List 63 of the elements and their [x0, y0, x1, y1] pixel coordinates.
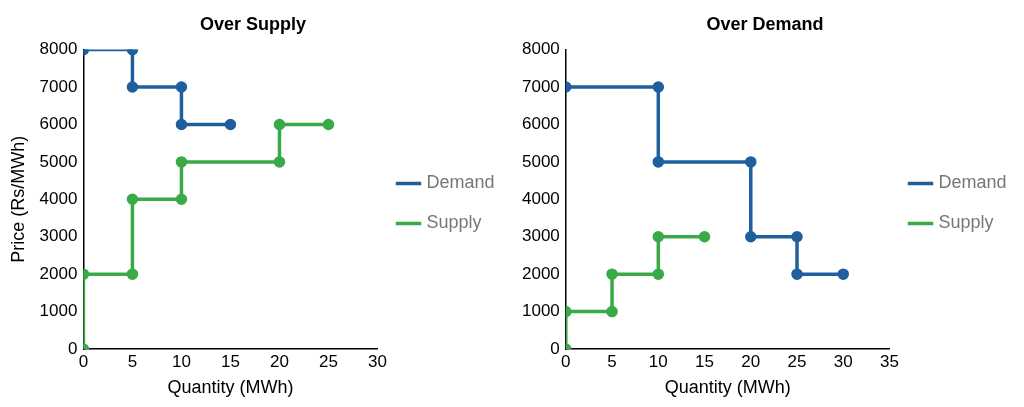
legend-label: Supply: [938, 212, 994, 233]
y-tick-label: 5000: [39, 151, 78, 171]
chart-title: Over Demand: [706, 13, 824, 34]
x-tick-label: 15: [695, 351, 714, 371]
y-tick-label: 3000: [39, 226, 78, 246]
x-tick-label: 5: [127, 351, 138, 371]
x-tick-label: 10: [171, 351, 191, 371]
x-tick-label: 20: [270, 351, 289, 371]
y-tick-label: 4000: [521, 188, 560, 208]
y-tick-label: 7000: [521, 76, 560, 96]
point: [652, 230, 665, 243]
point: [791, 230, 803, 243]
y-tick-label: 2000: [521, 263, 560, 283]
y-tick-label: 1000: [521, 301, 560, 321]
y-axis-title: Price (Rs/MWh): [7, 135, 28, 263]
y-tick-label: 6000: [39, 114, 78, 134]
y-tick-label: 6000: [521, 114, 560, 134]
point: [126, 193, 139, 206]
point: [837, 268, 850, 280]
point: [606, 268, 618, 280]
point: [652, 156, 665, 168]
point: [175, 193, 188, 206]
point: [175, 156, 188, 168]
point: [175, 118, 188, 131]
point: [791, 268, 803, 280]
x-tick-label: 10: [648, 351, 668, 371]
point: [273, 156, 286, 168]
x-tick-label: 15: [221, 351, 240, 371]
point: [126, 81, 139, 93]
y-tick-label: 5000: [521, 151, 560, 171]
x-tick-label: 25: [319, 351, 338, 371]
point: [698, 230, 711, 243]
point: [126, 268, 139, 280]
point: [273, 118, 286, 131]
x-axis-title: Quantity (MWh): [167, 377, 294, 398]
point: [745, 230, 757, 243]
point: [175, 81, 188, 93]
y-tick-label: 4000: [39, 188, 78, 208]
point: [322, 118, 335, 131]
y-tick-label: 3000: [521, 226, 560, 246]
x-tick-label: 35: [880, 351, 899, 371]
y-tick-label: 7000: [39, 76, 78, 96]
point: [606, 305, 618, 318]
chart-title: Over Supply: [199, 13, 307, 34]
point: [652, 81, 665, 93]
x-tick-label: 25: [787, 351, 807, 371]
legend-label: Supply: [426, 212, 482, 233]
y-tick-label: 0: [67, 338, 78, 358]
y-tick-label: 1000: [39, 301, 78, 321]
x-tick-label: 30: [368, 351, 387, 371]
legend-label: Demand: [426, 172, 495, 193]
x-tick-label: 5: [607, 351, 617, 371]
x-axis-title: Quantity (MWh): [664, 377, 791, 398]
y-tick-label: 2000: [39, 263, 78, 283]
legend-label: Demand: [938, 172, 1007, 193]
y-tick-label: 0: [550, 338, 560, 358]
point: [652, 268, 665, 280]
y-tick-label: 8000: [521, 39, 560, 59]
point: [224, 118, 237, 131]
x-tick-label: 20: [741, 351, 761, 371]
x-tick-label: 30: [833, 351, 853, 371]
y-tick-label: 8000: [39, 39, 78, 59]
point: [745, 156, 757, 168]
